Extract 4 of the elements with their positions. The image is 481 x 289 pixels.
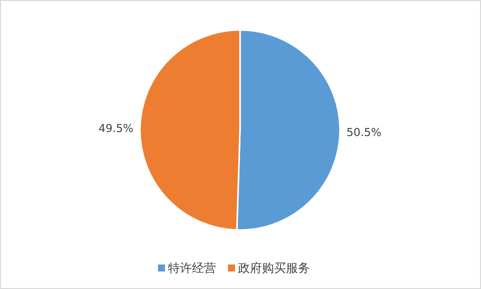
data-label: 49.5% [98, 122, 134, 135]
legend-label: 政府购买服务 [238, 261, 310, 276]
data-label: 50.5% [346, 126, 382, 139]
legend-label: 特许经营 [168, 261, 216, 276]
